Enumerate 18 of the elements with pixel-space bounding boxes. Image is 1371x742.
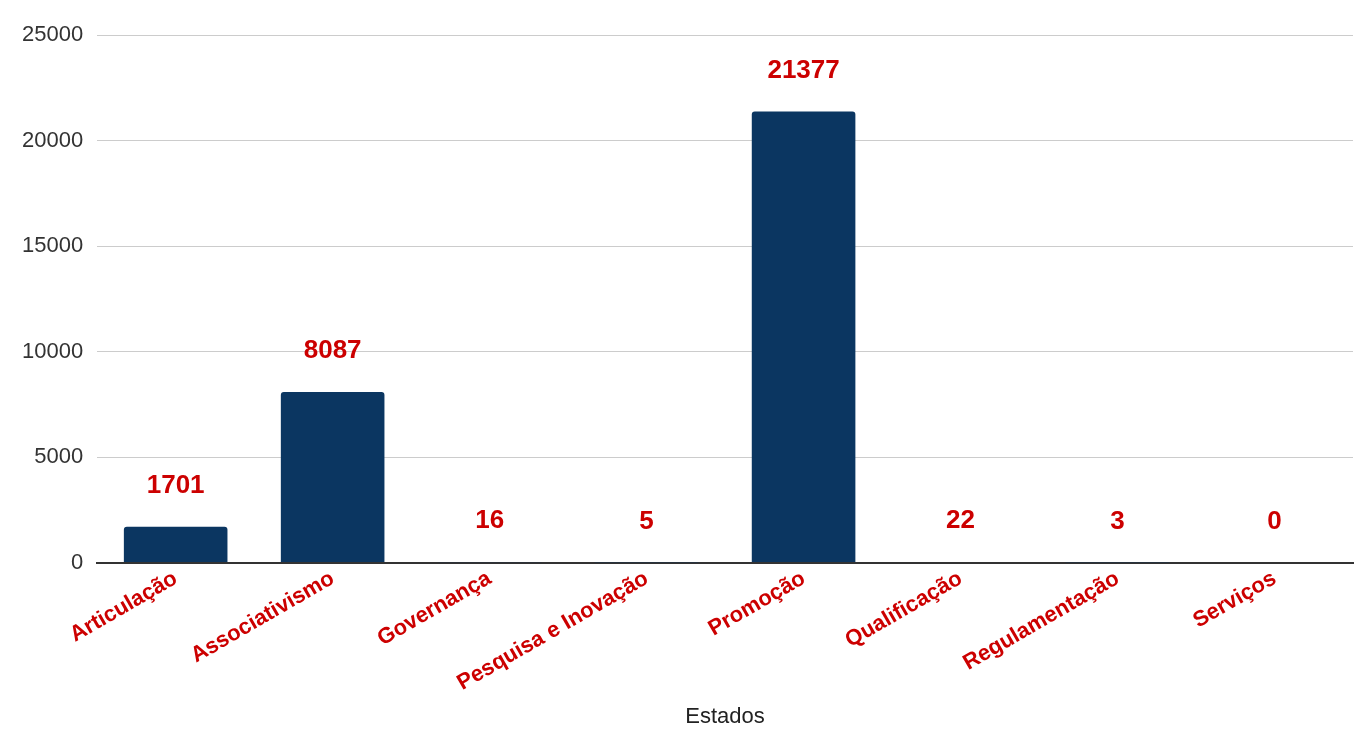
y-tick-label: 15000 [21,232,84,258]
data-label: 16 [475,504,505,535]
y-tick-label: 20000 [21,126,84,152]
data-label: 3 [1110,504,1125,535]
data-label: 1701 [146,468,205,499]
data-label: 8087 [303,334,362,365]
bar [280,391,385,563]
y-tick-label: 25000 [21,21,84,47]
y-tick-label: 10000 [21,337,84,363]
x-axis-title: Estados [685,702,765,728]
y-tick-label: 5000 [34,443,84,469]
data-label: 22 [946,504,976,535]
y-tick-label: 0 [70,548,84,574]
data-label: 21377 [767,53,840,84]
bar [751,111,856,563]
data-label: 0 [1267,504,1282,535]
bar [123,526,228,563]
data-label: 5 [639,504,654,535]
